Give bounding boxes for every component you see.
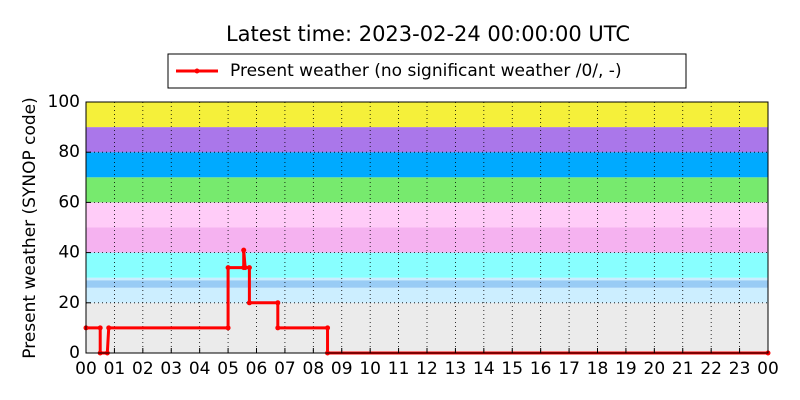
x-tick-label: 01 [104,359,126,379]
background-band [86,127,768,153]
x-tick-label: 08 [303,359,325,379]
legend-box [167,53,687,89]
x-tick-label: 22 [700,359,722,379]
x-tick-label: 14 [473,359,495,379]
x-tick-label: 21 [672,359,694,379]
data-point [241,247,247,253]
x-tick-label: 13 [445,359,467,379]
data-point [106,325,112,331]
data-point [225,265,231,271]
y-tick-label: 100 [48,92,80,112]
x-tick-label: 17 [558,359,580,379]
data-point [325,325,331,331]
data-point [97,325,103,331]
x-tick-label: 09 [331,359,353,379]
x-tick-label: 05 [217,359,239,379]
x-tick-label: 00 [75,359,97,379]
x-tick-label: 10 [359,359,381,379]
y-tick-label: 40 [58,243,80,263]
data-point [275,325,281,331]
x-tick-label: 11 [388,359,410,379]
x-tick-label: 15 [501,359,523,379]
x-tick-label: 07 [274,359,296,379]
x-tick-label: 18 [587,359,609,379]
background-band [86,252,768,278]
chart-title: Latest time: 2023-02-24 00:00:00 UTC [226,22,630,46]
x-tick-label: 06 [246,359,268,379]
data-point [225,325,231,331]
data-point [246,265,252,271]
x-tick-label: 03 [160,359,182,379]
x-tick-label: 16 [530,359,552,379]
x-tick-label: 20 [644,359,666,379]
y-tick-label: 0 [69,343,80,363]
y-axis-label: Present weather (SYNOP code) [20,97,40,358]
x-tick-label: 12 [416,359,438,379]
background-band [86,280,768,288]
legend-marker [194,68,200,74]
y-tick-label: 20 [58,293,80,313]
background-band [86,152,768,178]
data-point [275,300,281,306]
x-tick-label: 00 [757,359,779,379]
data-point [246,300,252,306]
x-tick-label: 04 [189,359,211,379]
y-tick-label: 60 [58,192,80,212]
y-tick-label: 80 [58,142,80,162]
data-point [242,265,248,271]
legend-label: Present weather (no significant weather … [230,61,622,81]
background-band [86,227,768,253]
x-tick-label: 23 [729,359,751,379]
background-band [86,287,768,303]
x-tick-label: 02 [132,359,154,379]
x-tick-label: 19 [615,359,637,379]
